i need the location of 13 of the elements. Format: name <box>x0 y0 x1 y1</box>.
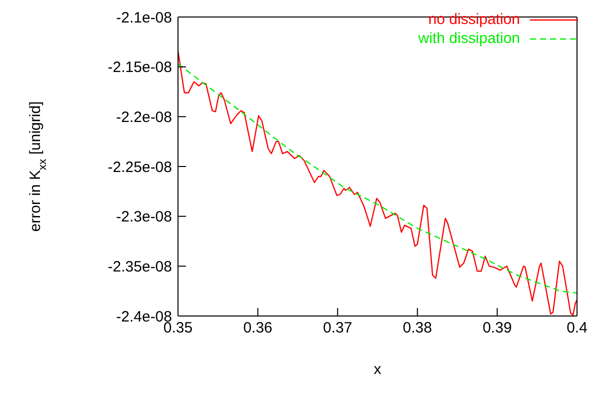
x-tick-label: 0.36 <box>243 320 272 337</box>
y-tick-label: -2.35e-08 <box>108 258 172 276</box>
legend-label: with dissipation <box>418 29 520 48</box>
y-tick-label: -2.3e-08 <box>116 208 172 226</box>
y-tick-label: -2.15e-08 <box>108 59 172 76</box>
y-tick-label: -2.25e-08 <box>108 158 172 176</box>
x-tick-label: 0.39 <box>482 320 512 337</box>
y-tick-label: -2.1e-08 <box>116 9 172 26</box>
y-tick-label: -2.2e-08 <box>116 108 172 126</box>
x-tick-label: 0.37 <box>323 320 352 337</box>
x-tick-label: 0.4 <box>566 320 588 337</box>
x-axis-title: x <box>374 361 382 378</box>
x-tick-label: 0.38 <box>402 320 432 337</box>
